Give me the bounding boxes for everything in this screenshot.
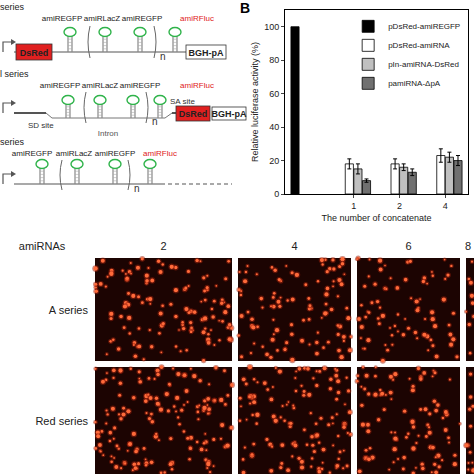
svg-text:n: n <box>152 116 158 127</box>
svg-text:4: 4 <box>443 201 448 211</box>
svg-text:series: series <box>0 137 25 147</box>
svg-text:amiREGFP: amiREGFP <box>122 14 162 23</box>
svg-text:amiRLacZ: amiRLacZ <box>56 149 93 158</box>
svg-text:amiREGFP: amiREGFP <box>12 149 52 158</box>
svg-text:pamiRNA-ΔpA: pamiRNA-ΔpA <box>388 79 441 88</box>
html-text:B: B <box>240 0 251 16</box>
svg-text:SA site: SA site <box>170 97 195 106</box>
svg-text:A series: A series <box>49 304 89 316</box>
svg-text:amiREGFP: amiREGFP <box>95 149 135 158</box>
svg-text:amiRFluc: amiRFluc <box>143 149 177 158</box>
svg-text:Red series: Red series <box>35 415 88 427</box>
svg-text:8: 8 <box>465 240 471 252</box>
svg-text:amiRNAs: amiRNAs <box>19 240 66 252</box>
svg-text:Intron: Intron <box>98 129 118 138</box>
svg-text:amiRLacZ: amiRLacZ <box>84 14 121 23</box>
svg-text:SD site: SD site <box>28 121 54 130</box>
svg-text:amiRFluc: amiRFluc <box>180 81 214 90</box>
svg-text:pDsRed-amiREGFP: pDsRed-amiREGFP <box>388 22 460 31</box>
svg-text:n: n <box>160 51 166 62</box>
svg-text:40: 40 <box>269 122 279 132</box>
svg-text:2: 2 <box>160 240 166 252</box>
svg-text:BGH-pA: BGH-pA <box>189 48 224 58</box>
svg-text:20: 20 <box>269 156 279 166</box>
svg-text:l series: l series <box>0 69 29 79</box>
svg-text:pIn-amiRNA-DsRed: pIn-amiRNA-DsRed <box>388 60 459 69</box>
svg-text:1: 1 <box>351 201 356 211</box>
svg-text:60: 60 <box>269 89 279 99</box>
svg-text:amiREGFP: amiREGFP <box>42 14 82 23</box>
svg-text:100: 100 <box>264 22 279 32</box>
svg-text:DsRed: DsRed <box>20 48 49 58</box>
svg-text:4: 4 <box>291 240 297 252</box>
svg-text:Relative luciferase activity (: Relative luciferase activity (%) <box>250 42 260 162</box>
svg-text:The number of concatenate: The number of concatenate <box>321 213 431 223</box>
svg-text:6: 6 <box>405 240 411 252</box>
svg-text:2: 2 <box>397 201 402 211</box>
svg-text:0: 0 <box>274 189 279 199</box>
svg-text:amiREGFP: amiREGFP <box>120 81 160 90</box>
svg-text:DsRed: DsRed <box>179 109 208 119</box>
svg-text:amiRFluc: amiRFluc <box>180 14 214 23</box>
svg-text:series: series <box>0 2 25 12</box>
svg-text:n: n <box>134 183 140 194</box>
svg-text:amiREGFP: amiREGFP <box>40 81 80 90</box>
svg-text:BGH-pA: BGH-pA <box>212 109 247 119</box>
svg-text:pDsRed-amiRNA: pDsRed-amiRNA <box>388 41 450 50</box>
svg-text:80: 80 <box>269 55 279 65</box>
svg-text:amiRLacZ: amiRLacZ <box>82 81 119 90</box>
